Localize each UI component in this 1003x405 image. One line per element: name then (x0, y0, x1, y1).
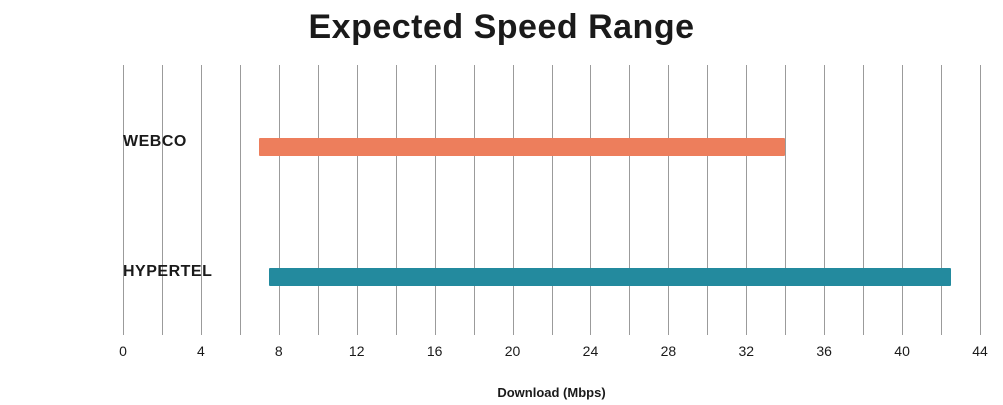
gridline-42 (941, 65, 942, 335)
gridline-14 (396, 65, 397, 335)
gridline-6 (240, 65, 241, 335)
gridline-36 (824, 65, 825, 335)
gridline-12 (357, 65, 358, 335)
tick-label-4: 4 (197, 343, 205, 359)
gridline-2 (162, 65, 163, 335)
gridline-8 (279, 65, 280, 335)
chart-container: Expected Speed Range 0 4 8 12 16 20 24 28 32 36 40… (0, 0, 1003, 405)
row-label-hypertel: HYPERTEL (123, 263, 236, 281)
tick-label-36: 36 (816, 343, 832, 359)
chart-title: Expected Speed Range (0, 8, 1003, 47)
gridline-34 (785, 65, 786, 335)
tick-label-20: 20 (505, 343, 521, 359)
gridline-26 (629, 65, 630, 335)
gridline-10 (318, 65, 319, 335)
gridline-16 (435, 65, 436, 335)
gridline-20 (513, 65, 514, 335)
bar-hypertel[interactable] (269, 268, 951, 286)
tick-label-40: 40 (894, 343, 910, 359)
tick-label-28: 28 (661, 343, 677, 359)
tick-label-32: 32 (738, 343, 754, 359)
bar-webco[interactable] (259, 138, 785, 156)
gridline-24 (590, 65, 591, 335)
gridline-32 (746, 65, 747, 335)
gridline-40 (902, 65, 903, 335)
gridline-44 (980, 65, 981, 335)
plot-area: 0 4 8 12 16 20 24 28 32 36 40 44 WEBCO HYPERTEL (123, 65, 980, 335)
tick-label-24: 24 (583, 343, 599, 359)
gridline-22 (552, 65, 553, 335)
tick-label-12: 12 (349, 343, 365, 359)
tick-label-16: 16 (427, 343, 443, 359)
gridline-4 (201, 65, 202, 335)
gridline-28 (668, 65, 669, 335)
tick-label-8: 8 (275, 343, 283, 359)
xaxis-label: Download (Mbps) (123, 385, 980, 400)
gridline-30 (707, 65, 708, 335)
gridline-18 (474, 65, 475, 335)
row-label-webco: WEBCO (123, 133, 236, 151)
tick-label-44: 44 (972, 343, 988, 359)
gridline-0 (123, 65, 124, 335)
gridline-38 (863, 65, 864, 335)
tick-label-0: 0 (119, 343, 127, 359)
